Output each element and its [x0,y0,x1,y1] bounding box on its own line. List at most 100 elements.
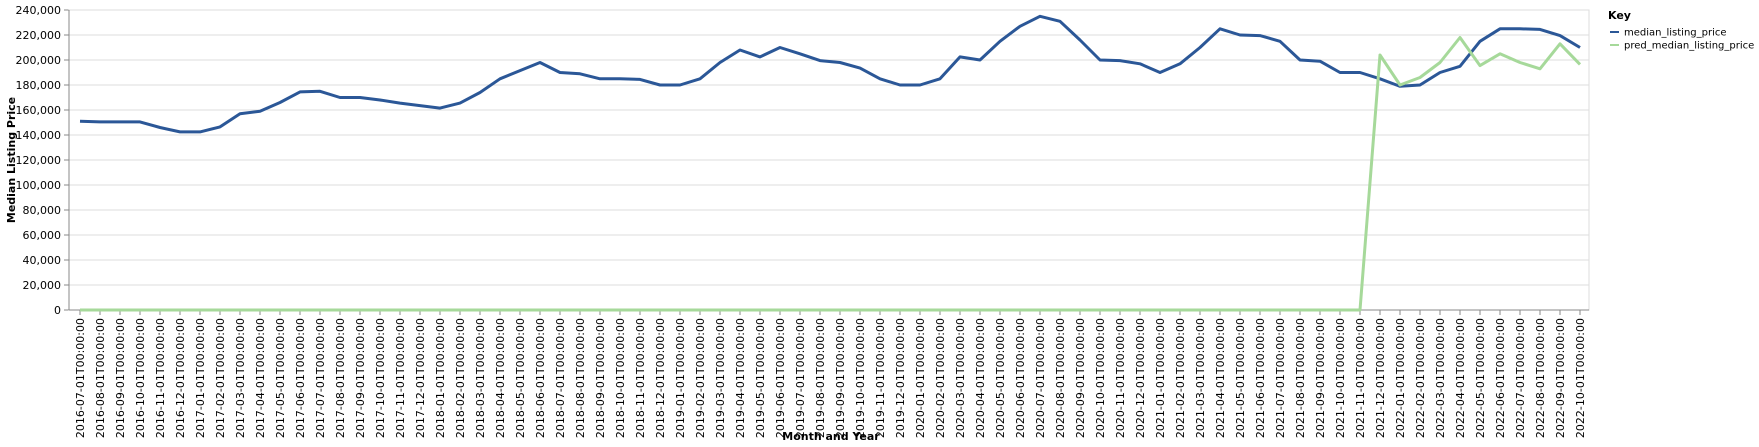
y-tick-label: 100,000 [16,179,62,192]
x-tick-label: 2020-11-01T00:00:00 [1114,318,1127,438]
x-tick-label: 2017-02-01T00:00:00 [214,318,227,438]
x-axis-title: Month and Year [782,430,880,443]
x-tick-label: 2018-02-01T00:00:00 [454,318,467,438]
y-tick-label: 0 [54,304,61,317]
x-tick-label: 2018-08-01T00:00:00 [574,318,587,438]
x-tick-label: 2018-10-01T00:00:00 [614,318,627,438]
x-tick-label: 2020-08-01T00:00:00 [1054,318,1067,438]
x-tick-label: 2021-08-01T00:00:00 [1294,318,1307,438]
x-tick-label: 2022-06-01T00:00:00 [1494,318,1507,438]
x-tick-label: 2019-02-01T00:00:00 [694,318,707,438]
y-tick-label: 60,000 [23,229,62,242]
x-tick-label: 2021-07-01T00:00:00 [1274,318,1287,438]
x-tick-label: 2018-12-01T00:00:00 [654,318,667,438]
x-tick-label: 2018-01-01T00:00:00 [434,318,447,438]
legend: Key median_listing_price pred_median_list… [1608,9,1754,52]
y-tick-label: 120,000 [16,154,62,167]
x-tick-label: 2017-12-01T00:00:00 [414,318,427,438]
x-tick-label: 2017-03-01T00:00:00 [234,318,247,438]
x-tick-label: 2020-03-01T00:00:00 [954,318,967,438]
x-tick-label: 2022-02-01T00:00:00 [1414,318,1427,438]
x-tick-label: 2022-01-01T00:00:00 [1394,318,1407,438]
x-tick-label: 2020-01-01T00:00:00 [914,318,927,438]
x-tick-label: 2022-10-01T00:00:00 [1574,318,1587,438]
x-tick-label: 2017-06-01T00:00:00 [294,318,307,438]
x-tick-label: 2019-01-01T00:00:00 [674,318,687,438]
x-tick-labels: 2016-07-01T00:00:00 2016-08-01T00:00:00 20… [74,318,1587,438]
x-tick-label: 2021-10-01T00:00:00 [1334,318,1347,438]
x-tick-label: 2020-12-01T00:00:00 [1134,318,1147,438]
x-tick-label: 2019-05-01T00:00:00 [754,318,767,438]
x-tick-label: 2020-02-01T00:00:00 [934,318,947,438]
x-tick-label: 2016-12-01T00:00:00 [174,318,187,438]
x-tick-label: 2021-02-01T00:00:00 [1174,318,1187,438]
x-tick-label: 2021-06-01T00:00:00 [1254,318,1267,438]
x-tick-label: 2021-12-01T00:00:00 [1374,318,1387,438]
x-tick-label: 2022-07-01T00:00:00 [1514,318,1527,438]
x-tick-label: 2020-05-01T00:00:00 [994,318,1007,438]
x-tick-label: 2018-07-01T00:00:00 [554,318,567,438]
gridlines [69,9,1589,311]
series-lines [79,14,1582,312]
x-tick-label: 2019-08-01T00:00:00 [814,318,827,438]
x-tick-label: 2016-08-01T00:00:00 [94,318,107,438]
y-tick-label: 200,000 [16,54,62,67]
x-tick-label: 2017-01-01T00:00:00 [194,318,207,438]
x-tick-label: 2019-04-01T00:00:00 [734,318,747,438]
y-tick-label: 160,000 [16,104,62,117]
x-tick-label: 2017-05-01T00:00:00 [274,318,287,438]
x-tick-label: 2017-09-01T00:00:00 [354,318,367,438]
y-tick-label: 40,000 [23,254,62,267]
y-tick-label: 20,000 [23,279,62,292]
x-tick-label: 2020-09-01T00:00:00 [1074,318,1087,438]
x-tick-label: 2019-12-01T00:00:00 [894,318,907,438]
y-axis-title: Median Listing Price [5,97,18,223]
x-tick-label: 2019-06-01T00:00:00 [774,318,787,438]
x-tick-label: 2016-09-01T00:00:00 [114,318,127,438]
x-tick-label: 2021-11-01T00:00:00 [1354,318,1367,438]
legend-title: Key [1608,9,1631,22]
x-tick-label: 2019-10-01T00:00:00 [854,318,867,438]
y-tick-label: 140,000 [16,129,62,142]
x-tick-label: 2019-11-01T00:00:00 [874,318,887,438]
x-tick-label: 2022-05-01T00:00:00 [1474,318,1487,438]
x-tick-label: 2016-07-01T00:00:00 [74,318,87,438]
y-tick-label: 240,000 [16,4,62,17]
axes [64,9,1590,315]
series-line-median_listing_price [79,14,1581,134]
x-tick-label: 2022-09-01T00:00:00 [1554,318,1567,438]
x-tick-label: 2020-06-01T00:00:00 [1014,318,1027,438]
x-tick-label: 2020-07-01T00:00:00 [1034,318,1047,438]
x-tick-label: 2021-09-01T00:00:00 [1314,318,1327,438]
y-tick-labels: 0 20,000 40,000 60,000 80,000 100,000 120,000 1… [16,4,62,317]
x-tick-label: 2017-08-01T00:00:00 [334,318,347,438]
x-tick-label: 2018-06-01T00:00:00 [534,318,547,438]
legend-label: pred_median_listing_price [1624,41,1754,52]
x-tick-label: 2017-10-01T00:00:00 [374,318,387,438]
legend-label: median_listing_price [1624,28,1727,39]
x-tick-label: 2019-03-01T00:00:00 [714,318,727,438]
x-tick-label: 2018-05-01T00:00:00 [514,318,527,438]
x-tick-label: 2018-03-01T00:00:00 [474,318,487,438]
series-line-pred_median_listing_price [80,36,1582,312]
x-tick-label: 2018-04-01T00:00:00 [494,318,507,438]
x-tick-label: 2022-08-01T00:00:00 [1534,318,1547,438]
x-tick-label: 2018-11-01T00:00:00 [634,318,647,438]
x-tick-label: 2020-04-01T00:00:00 [974,318,987,438]
x-tick-label: 2017-11-01T00:00:00 [394,318,407,438]
x-tick-label: 2021-01-01T00:00:00 [1154,318,1167,438]
x-tick-label: 2018-09-01T00:00:00 [594,318,607,438]
y-tick-label: 180,000 [16,79,62,92]
x-tick-label: 2021-05-01T00:00:00 [1234,318,1247,438]
x-tick-label: 2021-04-01T00:00:00 [1214,318,1227,438]
x-tick-label: 2022-04-01T00:00:00 [1454,318,1467,438]
x-tick-label: 2017-07-01T00:00:00 [314,318,327,438]
y-tick-label: 220,000 [16,29,62,42]
x-tick-label: 2016-11-01T00:00:00 [154,318,167,438]
legend-items: median_listing_price pred_median_listing_… [1610,28,1754,52]
x-tick-label: 2020-10-01T00:00:00 [1094,318,1107,438]
x-tick-label: 2016-10-01T00:00:00 [134,318,147,438]
x-tick-label: 2019-07-01T00:00:00 [794,318,807,438]
x-tick-label: 2019-09-01T00:00:00 [834,318,847,438]
